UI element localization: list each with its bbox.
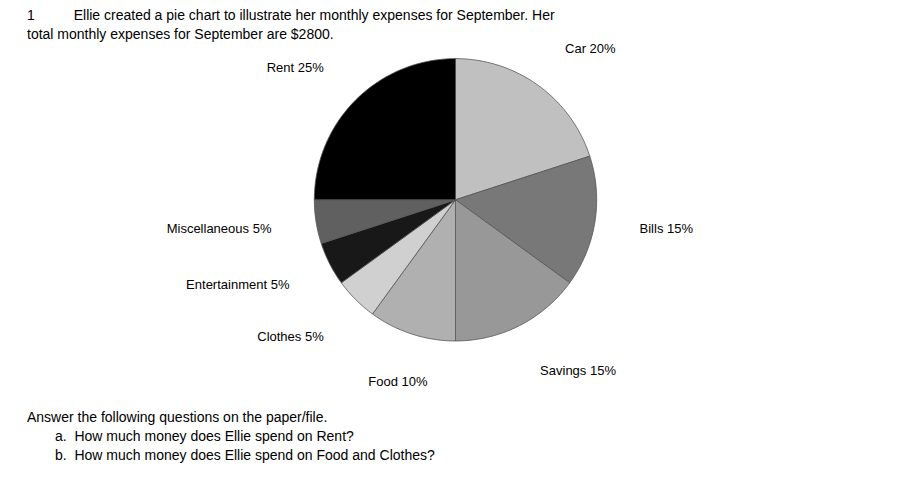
svg-text:Food 10%: Food 10% [368, 374, 428, 389]
html-text:Answer the following questions: Answer the following questions on the pa… [27, 409, 328, 425]
svg-text:Clothes 5%: Clothes 5% [257, 329, 324, 344]
html-text:total monthly expenses for Sep: total monthly expenses for September are… [27, 26, 334, 42]
svg-text:Savings 15%: Savings 15% [540, 363, 616, 378]
svg-text:Entertainment 5%: Entertainment 5% [186, 277, 290, 292]
svg-text:Bills 15%: Bills 15% [640, 221, 694, 236]
html-text:a. How much money does Ellie s: a. How much money does Ellie spend on Re… [55, 428, 354, 444]
svg-text:Miscellaneous 5%: Miscellaneous 5% [167, 221, 272, 236]
html-text:1 Ellie created a pie chart to: 1 Ellie created a pie chart to illustrat… [27, 7, 555, 23]
html-text:b. How much money does Ellie s: b. How much money does Ellie spend on Fo… [55, 447, 435, 463]
svg-text:Rent 25%: Rent 25% [267, 60, 325, 75]
svg-text:Car 20%: Car 20% [565, 44, 616, 56]
